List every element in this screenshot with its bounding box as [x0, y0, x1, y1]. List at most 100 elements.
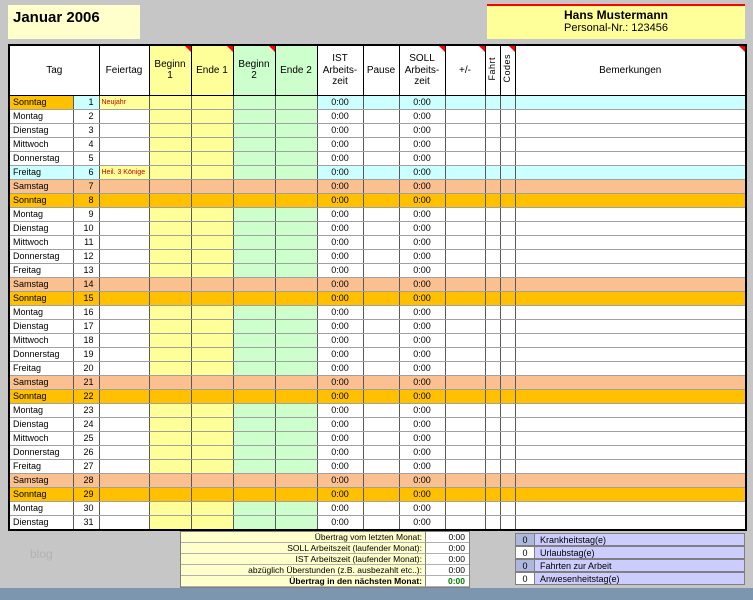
cell-codes[interactable] — [500, 389, 516, 404]
counter-value[interactable]: 0 — [515, 546, 535, 559]
cell-ende1[interactable] — [191, 277, 234, 292]
cell-ende1[interactable] — [191, 403, 234, 418]
cell-beginn2[interactable] — [233, 445, 276, 460]
cell-feiertag[interactable] — [99, 515, 150, 530]
cell-ende1[interactable] — [191, 193, 234, 208]
employee-name[interactable]: Hans Mustermann — [563, 8, 669, 22]
cell-bemerkungen[interactable] — [515, 263, 747, 278]
cell-pause[interactable] — [363, 347, 400, 362]
cell-ende1[interactable] — [191, 249, 234, 264]
cell-beginn2[interactable] — [233, 403, 276, 418]
cell-fahrt[interactable] — [485, 375, 501, 390]
cell-ende1[interactable] — [191, 319, 234, 334]
cell-fahrt[interactable] — [485, 291, 501, 306]
cell-ende2[interactable] — [275, 123, 318, 138]
cell-bemerkungen[interactable] — [515, 137, 747, 152]
cell-beginn2[interactable] — [233, 95, 276, 110]
cell-codes[interactable] — [500, 291, 516, 306]
cell-day[interactable]: Sonntag — [9, 487, 74, 502]
cell-ist[interactable]: 0:00 — [317, 431, 364, 446]
personnel-number[interactable]: Personal-Nr.: 123456 — [564, 22, 668, 34]
cell-beginn1[interactable] — [149, 347, 192, 362]
cell-soll[interactable]: 0:00 — [399, 123, 446, 138]
cell-ist[interactable]: 0:00 — [317, 179, 364, 194]
cell-feiertag[interactable] — [99, 109, 150, 124]
cell-fahrt[interactable] — [485, 459, 501, 474]
cell-bemerkungen[interactable] — [515, 277, 747, 292]
cell-fahrt[interactable] — [485, 501, 501, 516]
cell-soll[interactable]: 0:00 — [399, 347, 446, 362]
cell-codes[interactable] — [500, 249, 516, 264]
cell-beginn2[interactable] — [233, 151, 276, 166]
summary-value[interactable]: 0:00 — [425, 576, 469, 587]
cell-ende2[interactable] — [275, 347, 318, 362]
cell-soll[interactable]: 0:00 — [399, 361, 446, 376]
cell-day-number[interactable]: 8 — [73, 193, 100, 208]
cell-pause[interactable] — [363, 151, 400, 166]
cell-day-number[interactable]: 30 — [73, 501, 100, 516]
cell-fahrt[interactable] — [485, 305, 501, 320]
cell-soll[interactable]: 0:00 — [399, 249, 446, 264]
cell-codes[interactable] — [500, 207, 516, 222]
cell-plusminus[interactable] — [445, 249, 486, 264]
cell-plusminus[interactable] — [445, 361, 486, 376]
cell-beginn2[interactable] — [233, 347, 276, 362]
cell-day-number[interactable]: 24 — [73, 417, 100, 432]
cell-soll[interactable]: 0:00 — [399, 319, 446, 334]
cell-pause[interactable] — [363, 319, 400, 334]
cell-ist[interactable]: 0:00 — [317, 501, 364, 516]
cell-pause[interactable] — [363, 487, 400, 502]
cell-codes[interactable] — [500, 221, 516, 236]
cell-fahrt[interactable] — [485, 487, 501, 502]
cell-ende1[interactable] — [191, 95, 234, 110]
cell-feiertag[interactable] — [99, 179, 150, 194]
cell-day[interactable]: Sonntag — [9, 95, 74, 110]
cell-day[interactable]: Samstag — [9, 473, 74, 488]
cell-ist[interactable]: 0:00 — [317, 403, 364, 418]
cell-ende1[interactable] — [191, 235, 234, 250]
cell-beginn2[interactable] — [233, 501, 276, 516]
cell-day[interactable]: Donnerstag — [9, 151, 74, 166]
cell-plusminus[interactable] — [445, 375, 486, 390]
cell-beginn2[interactable] — [233, 193, 276, 208]
cell-soll[interactable]: 0:00 — [399, 403, 446, 418]
cell-fahrt[interactable] — [485, 333, 501, 348]
cell-ende1[interactable] — [191, 221, 234, 236]
cell-bemerkungen[interactable] — [515, 95, 747, 110]
cell-beginn1[interactable] — [149, 305, 192, 320]
cell-day[interactable]: Dienstag — [9, 319, 74, 334]
cell-day[interactable]: Donnerstag — [9, 249, 74, 264]
cell-day-number[interactable]: 31 — [73, 515, 100, 530]
cell-ende1[interactable] — [191, 305, 234, 320]
cell-fahrt[interactable] — [485, 207, 501, 222]
cell-ende2[interactable] — [275, 515, 318, 530]
cell-fahrt[interactable] — [485, 277, 501, 292]
cell-codes[interactable] — [500, 193, 516, 208]
cell-feiertag[interactable] — [99, 151, 150, 166]
cell-day[interactable]: Dienstag — [9, 221, 74, 236]
cell-soll[interactable]: 0:00 — [399, 165, 446, 180]
cell-beginn1[interactable] — [149, 389, 192, 404]
cell-beginn2[interactable] — [233, 235, 276, 250]
cell-bemerkungen[interactable] — [515, 473, 747, 488]
cell-ende2[interactable] — [275, 501, 318, 516]
cell-day[interactable]: Freitag — [9, 165, 74, 180]
cell-ist[interactable]: 0:00 — [317, 333, 364, 348]
cell-pause[interactable] — [363, 389, 400, 404]
cell-fahrt[interactable] — [485, 319, 501, 334]
cell-feiertag[interactable] — [99, 389, 150, 404]
cell-ist[interactable]: 0:00 — [317, 109, 364, 124]
cell-codes[interactable] — [500, 165, 516, 180]
cell-beginn1[interactable] — [149, 501, 192, 516]
cell-feiertag[interactable] — [99, 123, 150, 138]
cell-fahrt[interactable] — [485, 151, 501, 166]
cell-ist[interactable]: 0:00 — [317, 277, 364, 292]
cell-beginn1[interactable] — [149, 403, 192, 418]
cell-ende2[interactable] — [275, 151, 318, 166]
cell-plusminus[interactable] — [445, 291, 486, 306]
cell-fahrt[interactable] — [485, 179, 501, 194]
cell-soll[interactable]: 0:00 — [399, 263, 446, 278]
cell-feiertag[interactable] — [99, 193, 150, 208]
cell-day-number[interactable]: 19 — [73, 347, 100, 362]
cell-bemerkungen[interactable] — [515, 459, 747, 474]
